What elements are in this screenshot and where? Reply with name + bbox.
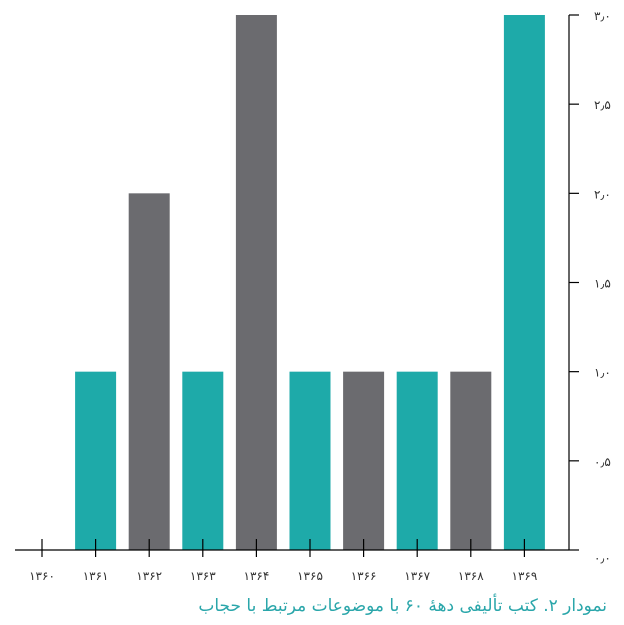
x-ticks-group: ۱۳۶۰ ۱۳۶۱ ۱۳۶۲ ۱۳۶۳ ۱۳۶۴ ۱۳۶۵ ۱۳۶۶ ۱۳۶۷ ۱۳۶۸ ۱۳۶۹ [29,539,537,583]
x-tick-label-3: ۱۳۶۳ [190,569,216,583]
y-tick-label-2: ۱٫۰ [594,366,611,380]
x-tick-label-6: ۱۳۶۶ [351,569,377,583]
bar-2 [128,193,170,551]
x-tick-label-4: ۱۳۶۴ [244,569,270,583]
x-tick-label-1: ۱۳۶۱ [83,569,109,583]
y-tick-label-3: ۱٫۵ [594,277,611,291]
chart-caption: نمودار ۲. کتب تألیفی دههٔ ۶۰ با موضوعات … [198,596,607,616]
x-tick-label-5: ۱۳۶۵ [297,569,323,583]
bar-5 [289,371,331,550]
bars-group [75,15,545,551]
bar-3 [182,371,224,550]
y-tick-label-5: ۲٫۵ [594,98,611,112]
y-tick-label-0: ۰٫۰ [594,551,611,565]
x-tick-label-2: ۱۳۶۲ [136,569,162,583]
bar-4 [235,15,277,550]
bar-8 [450,371,492,550]
bar-1 [75,371,117,550]
y-ticks-group: ۰٫۰ ۰٫۵ ۱٫۰ ۱٫۵ ۲٫۰ ۲٫۵ ۳٫۰ [569,9,611,565]
x-tick-label-8: ۱۳۶۸ [458,569,484,583]
bar-chart: ۱۳۶۰ ۱۳۶۱ ۱۳۶۲ ۱۳۶۳ ۱۳۶۴ ۱۳۶۵ ۱۳۶۶ ۱۳۶۷ ۱۳۶۸ ۱۳۶۹… [15,9,611,583]
bar-9 [503,15,545,550]
x-tick-label-9: ۱۳۶۹ [512,569,538,583]
x-tick-label-0: ۱۳۶۰ [29,569,55,583]
y-tick-label-4: ۲٫۰ [594,187,611,201]
y-tick-label-6: ۳٫۰ [594,9,611,23]
bar-7 [396,371,438,550]
bar-6 [343,371,385,550]
y-tick-label-1: ۰٫۵ [594,455,611,469]
x-tick-label-7: ۱۳۶۷ [404,569,430,583]
